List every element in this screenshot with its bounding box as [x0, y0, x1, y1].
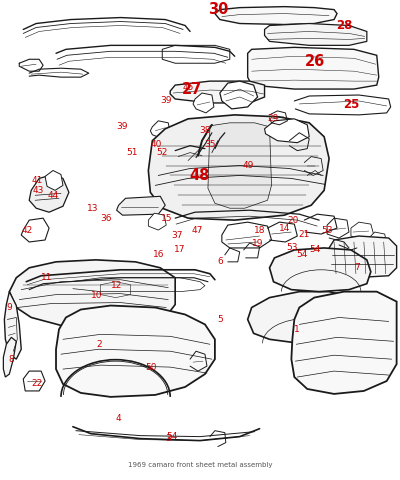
- Polygon shape: [4, 292, 21, 359]
- Polygon shape: [150, 121, 170, 139]
- Text: 11: 11: [41, 273, 53, 282]
- Text: 17: 17: [174, 245, 186, 254]
- Polygon shape: [215, 7, 337, 24]
- Text: 42: 42: [22, 226, 33, 235]
- Text: 5: 5: [217, 315, 223, 324]
- Text: 45: 45: [182, 83, 194, 92]
- Text: 44: 44: [48, 191, 59, 200]
- Polygon shape: [351, 222, 374, 240]
- Text: 47: 47: [191, 226, 203, 235]
- Text: 22: 22: [32, 380, 43, 388]
- Text: 49: 49: [243, 161, 254, 170]
- Text: 19: 19: [252, 240, 263, 249]
- Text: 21: 21: [298, 229, 310, 239]
- Text: 14: 14: [279, 224, 290, 233]
- Text: 39: 39: [116, 122, 127, 132]
- Polygon shape: [21, 218, 49, 242]
- Text: 51: 51: [127, 148, 138, 157]
- Text: 35: 35: [204, 140, 216, 149]
- Polygon shape: [270, 248, 371, 292]
- Text: 25: 25: [343, 98, 359, 111]
- Polygon shape: [45, 170, 63, 191]
- Text: 6: 6: [217, 257, 223, 266]
- Polygon shape: [170, 81, 264, 103]
- Text: 18: 18: [254, 226, 265, 235]
- Text: 40: 40: [151, 140, 162, 149]
- Text: 2: 2: [96, 340, 102, 349]
- Text: 3: 3: [165, 434, 171, 443]
- Text: 16: 16: [152, 251, 164, 259]
- Text: 9: 9: [6, 303, 12, 312]
- Polygon shape: [248, 48, 379, 89]
- Polygon shape: [369, 232, 387, 248]
- Polygon shape: [208, 123, 272, 208]
- Polygon shape: [327, 218, 349, 238]
- Text: 12: 12: [111, 281, 122, 290]
- Polygon shape: [291, 292, 397, 394]
- Text: 1: 1: [294, 325, 300, 334]
- Text: 1969 camaro front sheet metal assembly: 1969 camaro front sheet metal assembly: [128, 462, 272, 468]
- Text: 27: 27: [182, 82, 202, 96]
- Polygon shape: [264, 24, 367, 46]
- Text: 4: 4: [116, 414, 121, 423]
- Polygon shape: [148, 115, 329, 220]
- Text: 38: 38: [199, 126, 211, 135]
- Text: 37: 37: [172, 230, 183, 240]
- Polygon shape: [148, 213, 166, 230]
- Polygon shape: [3, 337, 16, 377]
- Polygon shape: [9, 260, 175, 327]
- Text: 39: 39: [160, 96, 172, 106]
- Text: 43: 43: [32, 186, 44, 195]
- Text: 28: 28: [336, 19, 352, 32]
- Polygon shape: [264, 119, 309, 143]
- Text: 52: 52: [156, 148, 168, 157]
- Text: 48: 48: [190, 168, 210, 183]
- Text: 54: 54: [296, 251, 308, 259]
- Text: 30: 30: [208, 2, 228, 17]
- Text: 26: 26: [305, 54, 325, 69]
- Text: 50: 50: [146, 362, 157, 372]
- Text: 54: 54: [166, 432, 178, 441]
- Text: 36: 36: [100, 214, 112, 223]
- Polygon shape: [220, 81, 258, 109]
- Text: 53: 53: [321, 226, 333, 235]
- Polygon shape: [56, 306, 215, 397]
- Polygon shape: [23, 371, 45, 391]
- Text: 10: 10: [91, 291, 102, 300]
- Text: 7: 7: [354, 264, 360, 272]
- Polygon shape: [327, 236, 397, 278]
- Text: 8: 8: [8, 355, 14, 364]
- Text: 15: 15: [160, 214, 172, 223]
- Text: 13: 13: [87, 204, 98, 213]
- Polygon shape: [29, 174, 69, 212]
- Polygon shape: [193, 93, 214, 113]
- Text: 29: 29: [268, 114, 279, 123]
- Text: 41: 41: [32, 176, 43, 185]
- Text: 54: 54: [310, 245, 321, 254]
- Polygon shape: [116, 196, 165, 215]
- Polygon shape: [222, 222, 272, 248]
- Text: 20: 20: [288, 216, 299, 225]
- Text: 53: 53: [287, 243, 298, 252]
- Polygon shape: [248, 292, 367, 343]
